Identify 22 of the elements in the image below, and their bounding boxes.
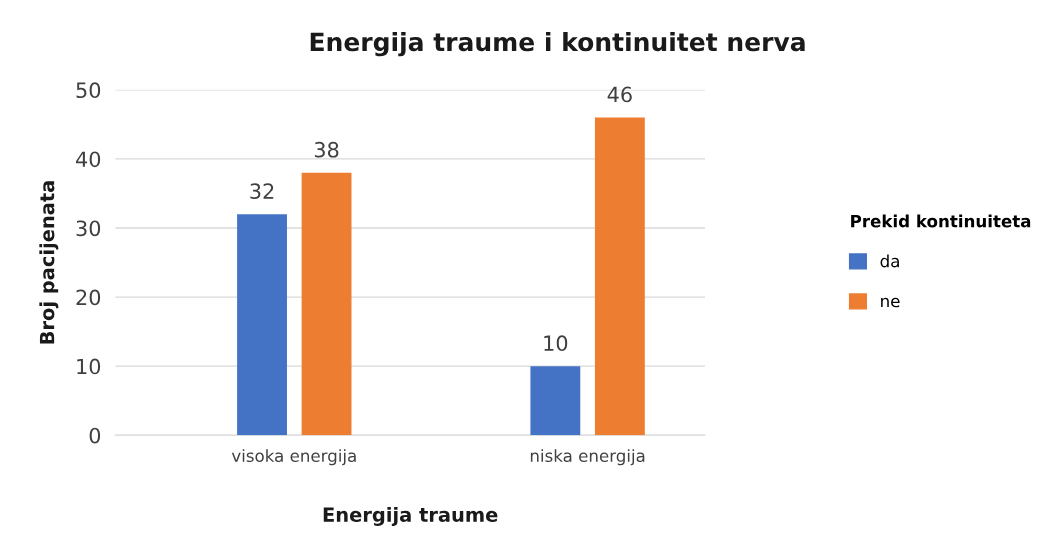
y-tick-label: 30 <box>76 220 101 237</box>
y-tick-label: 40 <box>76 151 101 168</box>
legend-label: da <box>880 254 899 268</box>
bar <box>530 366 581 436</box>
data-label: 38 <box>314 141 339 158</box>
legend-title: Prekid kontinuiteta <box>851 214 1031 228</box>
data-label: 10 <box>544 335 568 352</box>
y-tick-label: 50 <box>76 82 101 99</box>
y-tick-label: 10 <box>77 358 101 375</box>
bar <box>301 172 352 436</box>
y-tick-label: 0 <box>89 427 101 444</box>
data-label: 46 <box>607 86 632 103</box>
x-tick-label: niska energija <box>530 449 645 466</box>
data-label: 32 <box>250 183 274 200</box>
y-tick-label: 20 <box>76 289 101 306</box>
legend-label: ne <box>881 297 900 308</box>
chart-title: Energija traume i kontinuitet nerva <box>310 31 805 57</box>
x-axis-title: Energija traume <box>323 506 498 526</box>
y-axis-title: Broj pacijenata <box>39 181 59 344</box>
x-tick-label: visoka energija <box>231 449 356 466</box>
bar <box>594 117 645 436</box>
bar <box>237 214 287 436</box>
